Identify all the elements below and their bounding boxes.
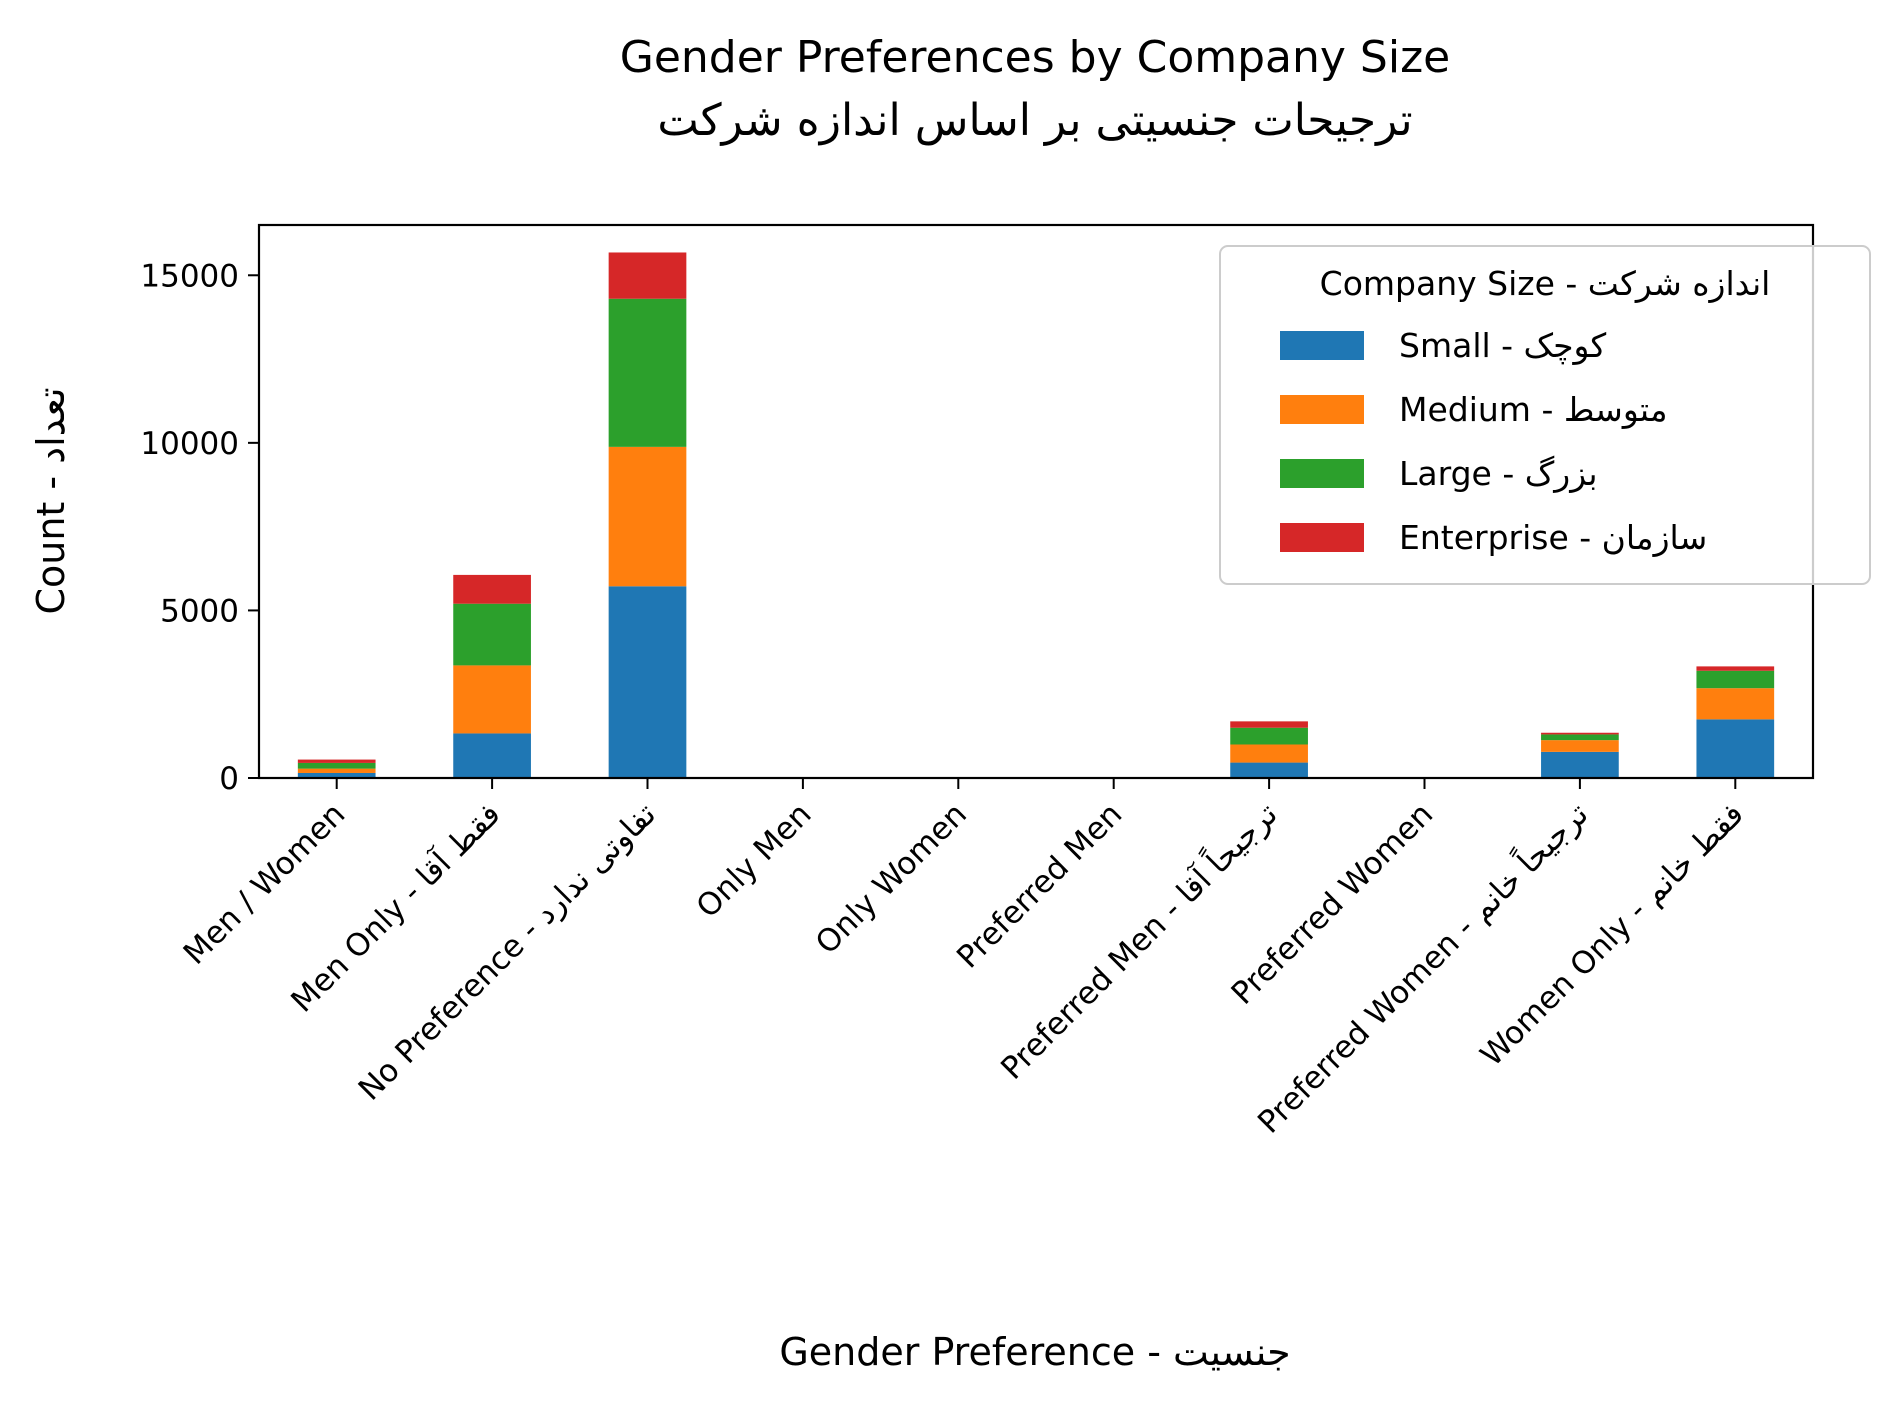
bar-segment-10-series-4 xyxy=(1696,666,1775,671)
bar-segment-10-series-2 xyxy=(1696,688,1775,720)
bar-segment-9-series-4 xyxy=(1541,732,1619,735)
bar-segment-7-series-1 xyxy=(1230,762,1308,778)
legend-swatch-3 xyxy=(1280,459,1364,488)
bar-segment-3-series-2 xyxy=(608,446,687,587)
y-axis-ticks: 0 5000 10000 15000 xyxy=(140,258,259,797)
y-tick-label: 5000 xyxy=(160,593,239,629)
bar-segment-3-series-3 xyxy=(608,298,687,447)
x-axis-label: Gender Preference - جنسیت xyxy=(779,1330,1290,1374)
y-tick-label: 0 xyxy=(219,761,239,797)
legend-label-1: Small - کوچک xyxy=(1399,326,1607,365)
bar-segment-9-series-1 xyxy=(1541,751,1619,778)
legend-label-2: Medium - متوسط xyxy=(1399,390,1668,429)
bar-segment-1-series-3 xyxy=(297,762,376,769)
bar-segment-2-series-2 xyxy=(453,665,531,734)
bar-segment-7-series-3 xyxy=(1230,727,1308,745)
legend-title: Company Size - اندازه شرکت xyxy=(1320,264,1771,303)
legend-label-3: Large - بزرگ xyxy=(1399,454,1598,493)
bar-segment-10-series-1 xyxy=(1696,719,1775,778)
legend-frame xyxy=(1219,245,1871,585)
legend-swatch-2 xyxy=(1280,395,1364,424)
bar-segment-3-series-1 xyxy=(608,586,687,778)
bar-segment-1-series-2 xyxy=(297,768,376,773)
bar-segment-2-series-3 xyxy=(453,603,531,666)
legend-swatch-4 xyxy=(1280,523,1364,552)
y-tick-label: 15000 xyxy=(140,258,239,294)
legend-swatch-1 xyxy=(1280,331,1364,360)
bar-segment-9-series-3 xyxy=(1541,734,1619,741)
legend: Company Size - اندازه شرکت Small - کوچک M… xyxy=(1219,245,1871,585)
legend-label-4: Enterprise - سازمان xyxy=(1399,518,1707,557)
bar-segment-7-series-2 xyxy=(1230,744,1308,763)
bar-segment-3-series-4 xyxy=(608,252,687,299)
bar-segment-1-series-4 xyxy=(297,759,376,763)
y-tick-label: 10000 xyxy=(140,426,239,462)
chart-title: Gender Preferences by Company Size xyxy=(620,32,1450,83)
bar-segment-10-series-3 xyxy=(1696,670,1775,689)
plot-area xyxy=(297,252,1775,778)
bar-segment-1-series-1 xyxy=(297,772,376,778)
bar-segment-2-series-1 xyxy=(453,733,531,778)
legend-items: Small - کوچک Medium - متوسط Large - بزرگ En… xyxy=(1280,326,1707,557)
bar-segment-9-series-2 xyxy=(1541,740,1619,752)
chart-subtitle: ترجیحات جنسیتی بر اساس اندازه شرکت xyxy=(657,95,1412,146)
bar-segment-2-series-4 xyxy=(453,574,531,604)
y-axis-label: Count - تعداد xyxy=(29,387,73,614)
bar-segment-7-series-4 xyxy=(1230,721,1308,728)
